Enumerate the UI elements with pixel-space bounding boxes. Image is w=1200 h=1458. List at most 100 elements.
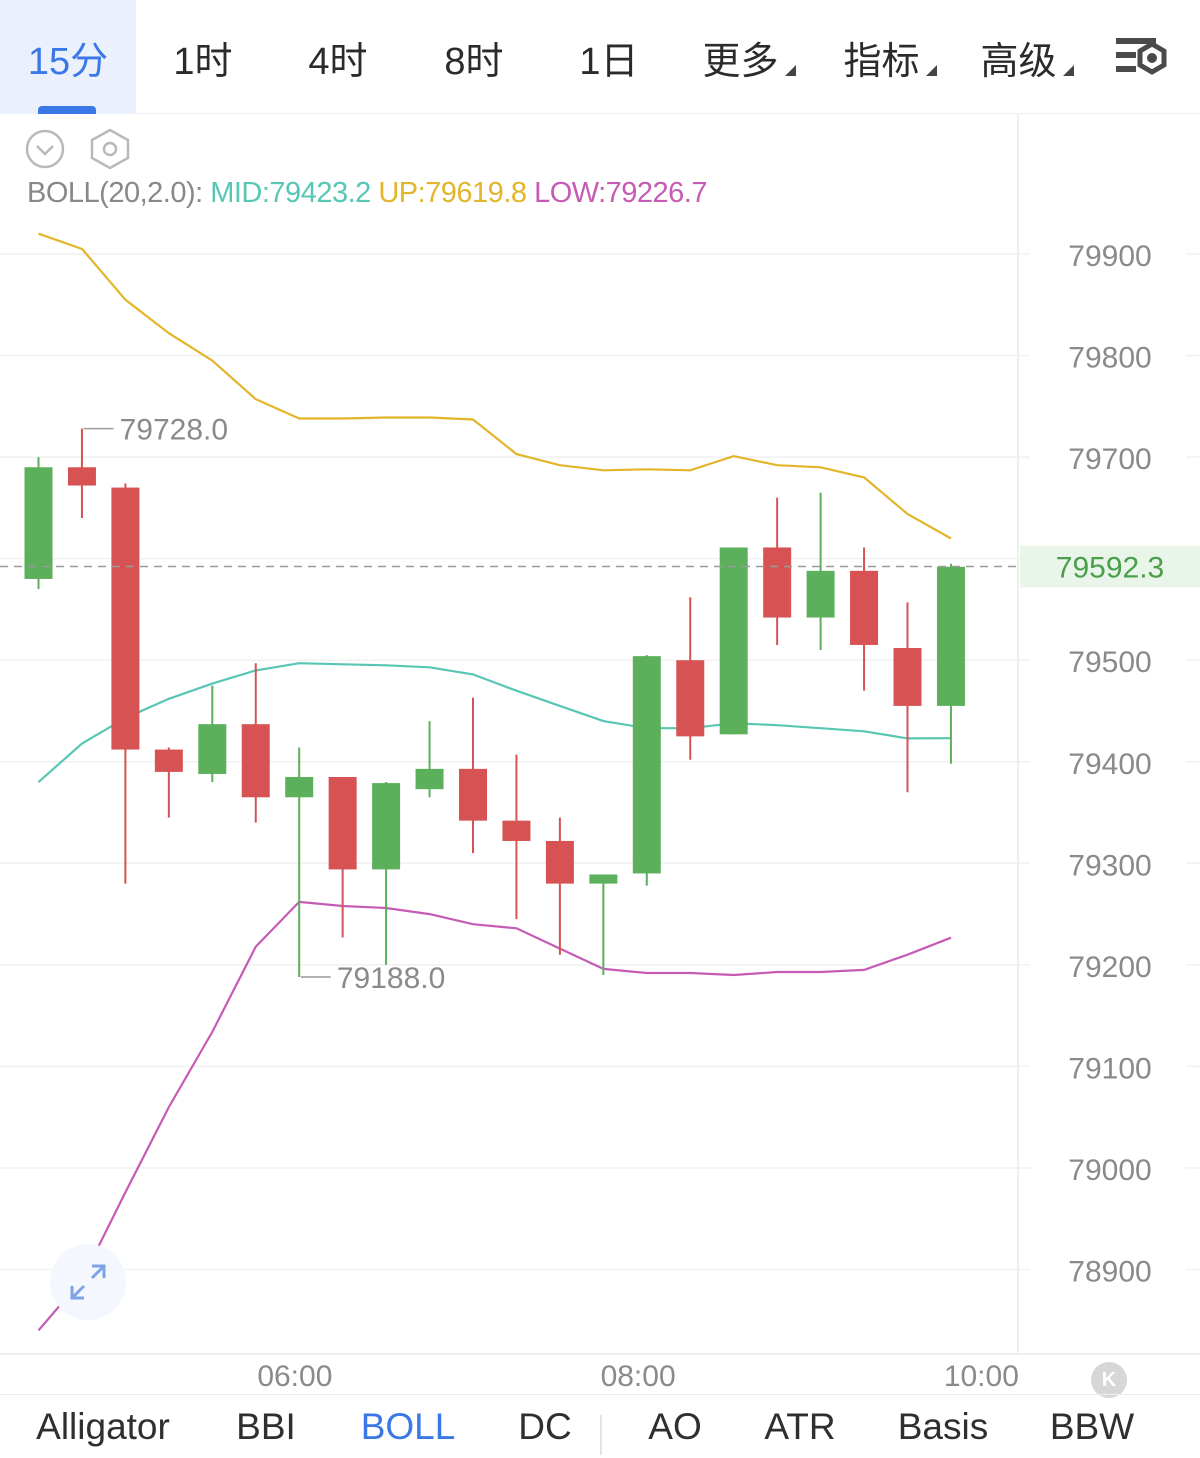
- candle: [676, 597, 705, 760]
- candle: [719, 547, 748, 735]
- last-price-tag: [1020, 545, 1200, 588]
- candle-body: [545, 840, 574, 884]
- last-price-label: 79592.3: [1056, 551, 1164, 584]
- indicator-ao[interactable]: AO: [648, 1406, 702, 1447]
- tab-1h[interactable]: 1时: [173, 40, 233, 83]
- candle: [198, 685, 227, 783]
- period-tabs: 15分 1时 4时 8时 1日 更多 指标 高级: [0, 0, 1200, 114]
- candle: [545, 817, 574, 955]
- k-logo-icon[interactable]: K: [1091, 1362, 1127, 1398]
- candle: [328, 776, 357, 938]
- candle: [415, 721, 444, 798]
- candle-body: [241, 724, 270, 798]
- candle: [502, 754, 531, 920]
- candle-body: [676, 660, 705, 737]
- candle-body: [328, 776, 357, 870]
- chevron-down-circle-icon: [25, 129, 65, 169]
- boll-up-value: UP:79619.8: [378, 177, 527, 209]
- hexagon-gear-icon: [90, 128, 130, 170]
- indicator-settings-button[interactable]: [88, 128, 132, 175]
- collapse-indicator-button[interactable]: [24, 128, 66, 175]
- indicator-bbw[interactable]: BBW: [1049, 1406, 1135, 1447]
- candle: [111, 483, 140, 884]
- candle-body: [763, 547, 792, 618]
- x-tick-label: 06:00: [257, 1360, 332, 1393]
- chart-settings-button[interactable]: [1112, 30, 1174, 86]
- x-tick-label: 08:00: [601, 1360, 676, 1393]
- y-tick-label: 79300: [1068, 849, 1151, 882]
- candle: [936, 563, 965, 764]
- candle: [67, 428, 96, 519]
- boll-up-line: [38, 232, 952, 540]
- candle: [632, 655, 661, 886]
- candle-body: [632, 656, 661, 874]
- candle: [154, 747, 183, 818]
- y-tick-label: 79000: [1068, 1154, 1151, 1187]
- tab-4h[interactable]: 4时: [308, 40, 368, 83]
- indicator-bbi[interactable]: BBI: [236, 1406, 296, 1447]
- boll-params: BOLL(20,2.0):: [27, 177, 203, 209]
- y-tick-label: 79100: [1068, 1052, 1151, 1085]
- boll-mid-value: MID:79423.2: [210, 177, 371, 209]
- tab-more[interactable]: 更多: [676, 0, 822, 114]
- candle-body: [111, 487, 140, 750]
- indicator-basis[interactable]: Basis: [897, 1406, 989, 1447]
- candle-body: [415, 768, 444, 790]
- tab-8h[interactable]: 8时: [444, 40, 504, 83]
- candle: [24, 457, 53, 590]
- candle-body: [198, 724, 227, 774]
- kline-chart[interactable]: 79900 79800 79700 79500 79400 79300 79200 79100…: [0, 114, 1200, 1398]
- tab-1d[interactable]: 1日: [579, 40, 639, 83]
- chart-canvas[interactable]: 79900 79800 79700 79500 79400 79300 79200 79100…: [0, 114, 1200, 1394]
- candle-body: [850, 570, 879, 645]
- candle: [763, 497, 792, 645]
- indicator-boll[interactable]: BOLL: [360, 1406, 456, 1447]
- expand-chart-button[interactable]: [50, 1244, 126, 1320]
- indicator-divider: [600, 1415, 602, 1455]
- candle: [806, 492, 835, 651]
- indicator-alligator[interactable]: Alligator: [36, 1406, 170, 1447]
- candle-body: [719, 547, 748, 735]
- candle-body: [24, 467, 53, 579]
- candle-body: [459, 768, 487, 821]
- high-marker-label: 79728.0: [120, 414, 228, 447]
- candle-body: [893, 648, 922, 706]
- low-marker-label: 79188.0: [337, 962, 445, 995]
- candle: [285, 747, 314, 978]
- boll-low-value: LOW:79226.7: [534, 177, 707, 209]
- candle: [893, 602, 922, 793]
- caret-icon: [925, 64, 937, 76]
- boll-mid-line: [37, 662, 952, 783]
- candle: [241, 663, 270, 823]
- y-tick-label: 79800: [1068, 342, 1151, 375]
- tab-15m[interactable]: 15分: [0, 0, 136, 114]
- y-tick-label: 79500: [1068, 646, 1151, 679]
- candle-body: [67, 467, 96, 486]
- boll-low-line: [37, 900, 952, 1332]
- y-tick-label: 79400: [1068, 748, 1151, 781]
- tab-indicators[interactable]: 指标: [822, 0, 958, 114]
- candle-body: [502, 820, 531, 841]
- candle-body: [806, 570, 835, 618]
- y-tick-label: 79700: [1068, 443, 1151, 476]
- y-tick-label: 79900: [1068, 240, 1151, 273]
- y-tick-label: 79200: [1068, 951, 1151, 984]
- y-tick-label: 78900: [1068, 1256, 1151, 1289]
- x-tick-label: 10:00: [944, 1360, 1019, 1393]
- candle-body: [285, 776, 314, 798]
- indicator-bar: Alligator BBI BOLL DC AO ATR Basis BBW: [0, 1394, 1200, 1458]
- candle-body: [154, 749, 183, 772]
- candle-body: [372, 783, 401, 870]
- candle: [589, 874, 618, 976]
- chart-settings-icon: [1116, 38, 1167, 75]
- boll-legend: BOLL(20,2.0): MID:79423.2 UP:79619.8 LOW…: [27, 177, 707, 210]
- candle-body: [589, 874, 618, 884]
- candle: [459, 697, 487, 854]
- caret-icon: [784, 64, 796, 76]
- indicator-atr[interactable]: ATR: [764, 1406, 836, 1447]
- candle-body: [936, 566, 965, 706]
- tab-advanced[interactable]: 高级: [958, 0, 1096, 114]
- expand-arrows-icon: [70, 1264, 106, 1300]
- indicator-dc[interactable]: DC: [518, 1406, 572, 1447]
- candle: [372, 782, 401, 965]
